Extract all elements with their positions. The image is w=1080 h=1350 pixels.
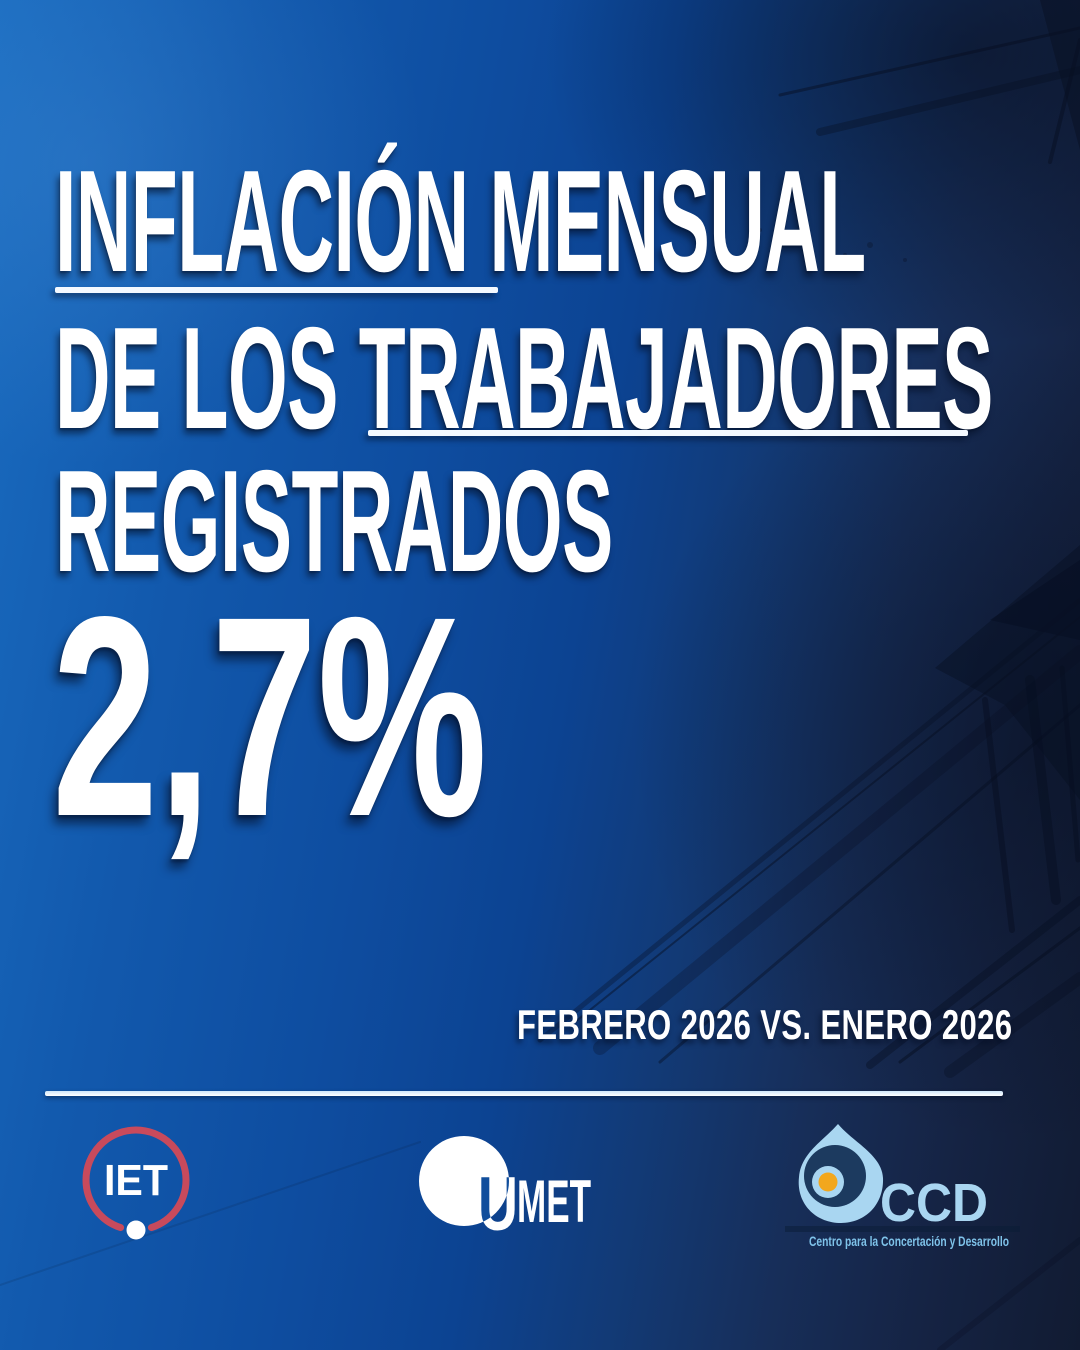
umet-circle — [419, 1136, 509, 1226]
umet-circle-logo: U U MET — [419, 1136, 591, 1235]
iet-dot — [126, 1220, 146, 1240]
ccd-shadow-bar — [785, 1226, 1020, 1232]
iet-ring — [82, 1126, 190, 1234]
ccd-center-dot — [818, 1172, 838, 1192]
period-label: FEBRERO 2026 VS. ENERO 2026 — [516, 1001, 1012, 1048]
title-underline-2 — [368, 430, 968, 436]
title-line-2: DE LOS TRABAJADORES — [55, 297, 993, 459]
ccd-tagline: Centro para la Concertación y Desarrollo — [809, 1234, 1009, 1249]
title-line-3: REGISTRADOS — [55, 440, 613, 602]
inflation-value: 2,7% — [52, 558, 488, 876]
iet-circle-logo: IET — [82, 1126, 190, 1240]
umet-label-met: MET — [517, 1168, 591, 1235]
ccd-drop-logo: CCD Centro para la Concertación y Desarr… — [785, 1124, 1020, 1249]
title-line-1: INFLACIÓN MENSUAL — [55, 140, 866, 302]
iet-label: IET — [104, 1156, 168, 1205]
title-underline-1 — [55, 287, 498, 293]
ccd-label: CCD — [880, 1173, 988, 1233]
divider-line — [45, 1091, 1003, 1096]
